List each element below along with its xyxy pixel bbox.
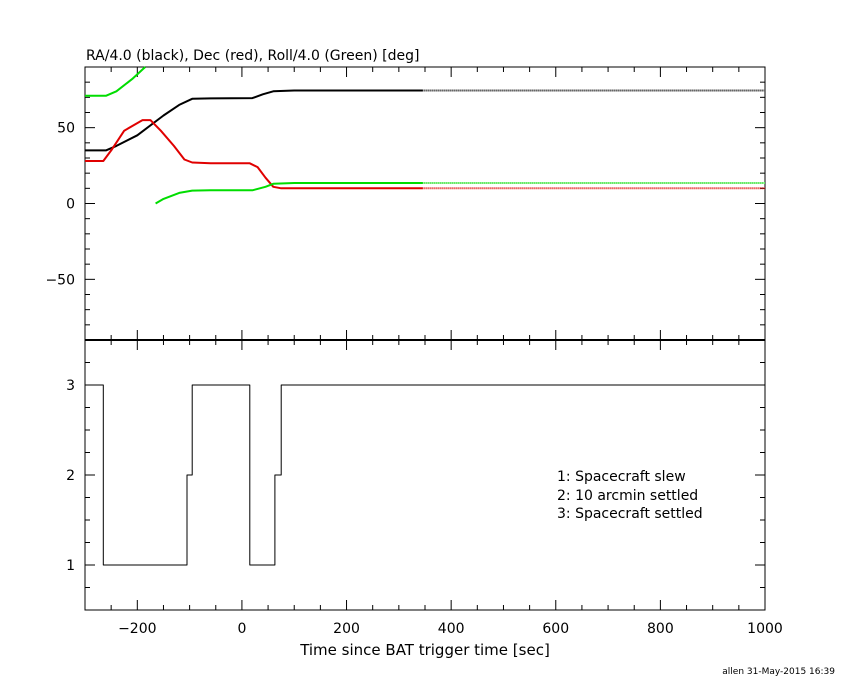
legend-entry-slew: 1: Spacecraft slew bbox=[557, 469, 686, 485]
state-legend: 1: Spacecraft slew 2: 10 arcmin settled … bbox=[557, 469, 703, 522]
bottom-series-line-0 bbox=[85, 384, 765, 566]
top-series-line-3 bbox=[155, 182, 423, 205]
x-tick-label: −200 bbox=[118, 621, 156, 637]
x-tick-label: 200 bbox=[333, 621, 360, 637]
top-series-line-0 bbox=[85, 89, 423, 152]
x-tick-label: 1000 bbox=[747, 621, 783, 637]
top-panel-series bbox=[85, 66, 765, 205]
x-tick-label: 600 bbox=[542, 621, 569, 637]
top-series-line-2 bbox=[85, 66, 146, 97]
x-tick-labels: −200 0 200 400 600 800 1000 bbox=[118, 621, 783, 637]
bottom-y-tick-label: 2 bbox=[66, 468, 75, 484]
top-series-line-1 bbox=[85, 119, 423, 190]
x-axis-label: Time since BAT trigger time [sec] bbox=[299, 641, 550, 659]
x-tick-label: 400 bbox=[438, 621, 465, 637]
x-tick-label: 800 bbox=[647, 621, 674, 637]
legend-entry-settled: 3: Spacecraft settled bbox=[557, 506, 703, 522]
top-panel-y-tick-labels: 50 0 −50 bbox=[45, 121, 75, 289]
x-tick-label: 0 bbox=[237, 621, 246, 637]
bottom-panel-y-tick-labels: 3 2 1 bbox=[66, 378, 75, 574]
top-y-tick-label: 50 bbox=[57, 121, 75, 137]
bottom-y-tick-label: 1 bbox=[66, 558, 75, 574]
top-y-tick-label: 0 bbox=[66, 197, 75, 213]
bottom-y-tick-label: 3 bbox=[66, 378, 75, 394]
top-panel-title: RA/4.0 (black), Dec (red), Roll/4.0 (Gre… bbox=[86, 48, 419, 64]
bottom-panel: 3 2 1 −200 0 200 400 600 800 1000 1: Spacecraft … bbox=[66, 339, 783, 659]
bottom-panel-ticks bbox=[85, 340, 765, 610]
bottom-panel-series bbox=[85, 384, 765, 566]
top-panel: 50 0 −50 RA/4.0 (black), Dec (red), Roll/4… bbox=[45, 48, 766, 341]
footer-timestamp: allen 31-May-2015 16:39 bbox=[722, 667, 835, 677]
top-y-tick-label: −50 bbox=[45, 272, 75, 288]
legend-entry-10arcmin: 2: 10 arcmin settled bbox=[557, 488, 698, 504]
